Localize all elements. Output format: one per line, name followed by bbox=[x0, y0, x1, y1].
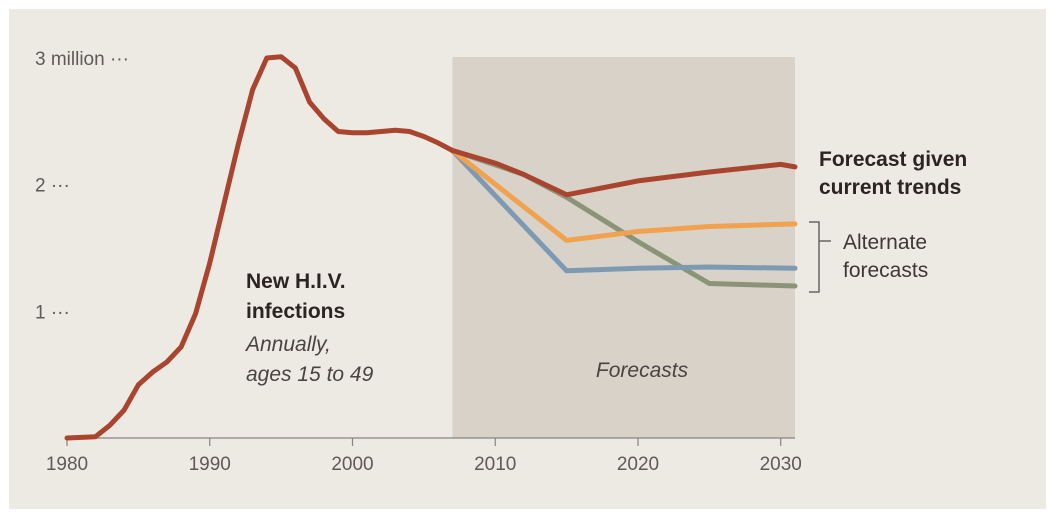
series-line-historical bbox=[64, 54, 455, 441]
alternate-forecasts-bracket bbox=[809, 221, 831, 293]
x-tick-label-2000: 2000 bbox=[331, 454, 373, 475]
alternate-forecasts-label-line1: Alternate bbox=[843, 231, 927, 254]
x-tick-label-1980: 1980 bbox=[46, 454, 88, 475]
chart-frame: 1980 1990 2000 2010 2020 2030 1 ··· 2 ··· 3 mil… bbox=[9, 9, 1046, 509]
forecast-band-label: Forecasts bbox=[596, 359, 689, 382]
alternate-forecasts-label-line2: forecasts bbox=[843, 259, 928, 282]
forecast-band bbox=[452, 57, 795, 438]
infections-title-line2: infections bbox=[246, 300, 345, 323]
series-line-2 bbox=[449, 148, 798, 243]
x-tick-label-2020: 2020 bbox=[617, 454, 659, 475]
infections-subtitle-line1: Annually, bbox=[244, 333, 331, 356]
x-tick-label-2010: 2010 bbox=[474, 454, 516, 475]
series-line-1 bbox=[449, 148, 798, 198]
series-line-3 bbox=[449, 148, 798, 274]
infections-subtitle-line2: ages 15 to 49 bbox=[246, 363, 374, 386]
y-tick-label-2: 2 ··· bbox=[35, 176, 70, 197]
current-trends-label-line2: current trends bbox=[819, 176, 961, 199]
y-tick-label-3: 3 million ··· bbox=[35, 49, 129, 70]
y-tick-label-1: 1 ··· bbox=[35, 302, 70, 323]
infections-title-line1: New H.I.V. bbox=[246, 270, 346, 293]
x-tick-label-2030: 2030 bbox=[760, 454, 802, 475]
x-tick-label-1990: 1990 bbox=[189, 454, 231, 475]
hiv-infections-chart: 1980 1990 2000 2010 2020 2030 1 ··· 2 ··· 3 mil… bbox=[35, 49, 967, 475]
current-trends-label-line1: Forecast given bbox=[819, 148, 967, 171]
